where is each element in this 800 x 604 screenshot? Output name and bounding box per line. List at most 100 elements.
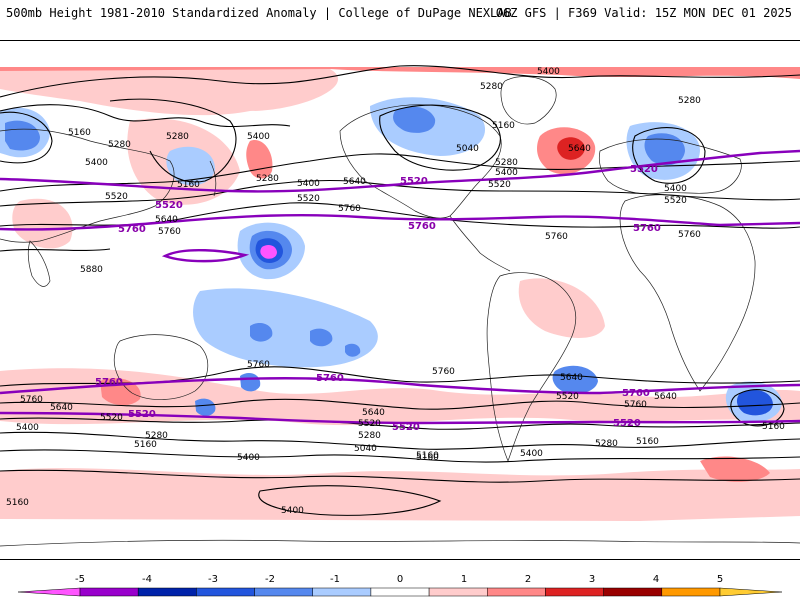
contour-5400-north [0,65,800,98]
contour-label: 5760 [20,395,43,405]
contour-europe-low [632,127,706,184]
colorbar-tick: -5 [75,574,85,585]
contour-label: 5640 [568,144,591,154]
colorbar-segment [719,587,783,597]
contour-label: 5160 [134,440,157,450]
contour-label: 5400 [281,506,304,516]
contour-label: 5160 [492,121,515,131]
contour-south-5040 [258,485,442,516]
contour-label: 5640 [343,177,366,187]
contour-label: 5520 [100,413,123,423]
contour-asia-low [0,111,53,164]
model-run-info: 06Z GFS | F369 Valid: 15Z MON DEC 01 202… [495,6,792,20]
colorbar-tick: 2 [525,574,531,585]
contour-label: 5400 [537,67,560,77]
contour-pacific-trough [109,98,237,183]
colorbar-tick-labels: -5 -4 -3 -2 -1 0 1 2 3 4 5 [75,574,723,585]
anomaly-asia-pink [12,198,73,249]
contour-label: 5280 [145,431,168,441]
contour-label: 5520 [105,192,128,202]
colorbar-segment [254,587,313,597]
anomaly-asia-northwest-blue [5,120,40,151]
contour-label: 5160 [68,128,91,138]
contour-label: 5160 [636,437,659,447]
anomaly-south-indian-blue [736,389,773,416]
anomaly-atlantic-darkred [557,137,585,160]
colorbar-segment [661,587,721,597]
colorbar-segment [603,587,663,597]
thickness-5520-south [0,411,800,425]
contour-5880 [0,248,111,252]
colorbar: -5 -4 -3 -2 -1 0 1 2 3 4 5 [0,568,800,600]
thickness-label: 5520 [613,418,641,429]
contour-label: 5760 [624,400,647,410]
contour-label: 5760 [545,232,568,242]
thickness-label: 5760 [118,224,146,235]
contour-label: 5400 [495,168,518,178]
contour-canada-low [379,104,501,171]
south-america-outline [486,272,577,462]
contour-label: 5760 [158,227,181,237]
contour-label: 5760 [247,360,270,370]
colorbar-tick: 3 [589,574,595,585]
contour-south-5400 [0,431,800,450]
thickness-label: 5760 [622,388,650,399]
anomaly-europe-blue [644,133,685,166]
contour-label: 5760 [338,204,361,214]
thickness-5520-north [0,149,800,193]
anomaly-southamerica-pink [518,278,605,338]
thickness-label: 5760 [316,373,344,384]
contour-label: 5280 [358,431,381,441]
colorbar-segment [79,587,139,597]
colorbar-segment [137,587,197,597]
thickness-5760-south [0,377,800,395]
height-contours [0,65,800,516]
contour-5280-north [0,104,291,128]
contour-labels: 5400 5280 5160 5280 5400 5160 5280 5400 … [6,67,785,516]
australia-outline [113,334,208,400]
japan-outline [209,160,217,197]
anomaly-tropics-light-blue [193,288,378,368]
colorbar-tick: 0 [397,574,403,585]
colorbar-tick: 1 [461,574,467,585]
anomaly-map: 5400 5280 5160 5280 5400 5160 5280 5400 … [0,40,800,560]
continent-outlines [0,76,800,547]
thickness-label: 5760 [408,221,436,232]
anomaly-southern-ocean-pink [0,468,800,521]
contour-label: 5640 [155,215,178,225]
colorbar-tick: 4 [653,574,659,585]
anomaly-south-red-2 [700,456,770,482]
contour-south-indian-low [730,389,785,427]
contour-label: 5280 [480,82,503,92]
thickness-label: 5520 [155,200,183,211]
contour-label: 5760 [432,367,455,377]
greenland-outline [500,76,557,125]
contour-label: 5520 [488,180,511,190]
contour-label: 5520 [664,196,687,206]
negative-anomaly-shading [0,97,782,423]
contour-label: 5160 [416,453,439,463]
contour-label: 5040 [456,144,479,154]
anomaly-tropics-blue-spots [250,322,361,357]
contour-label: 5640 [362,408,385,418]
map-canvas: 5400 5280 5160 5280 5400 5160 5280 5400 … [0,65,800,547]
contour-label: 5400 [237,453,260,463]
contour-south-5160 [0,469,800,483]
contour-label: 5280 [256,174,279,184]
contour-label: 5400 [520,449,543,459]
anomaly-band-north-pink [0,69,339,116]
contour-label: 5400 [664,184,687,194]
colorbar-segment [545,587,604,597]
anomaly-pacific-red-west [246,140,273,179]
thickness-label: 5520 [400,176,428,187]
colorbar-segment [370,587,430,597]
thickness-label: 5520 [630,164,658,175]
contour-label: 5160 [416,451,439,461]
anomaly-siberia-light [166,146,215,186]
anomaly-south-atlantic-blue [552,365,598,394]
thickness-labels: 5520 5760 5520 5760 5520 5760 5760 5520 … [95,164,661,433]
colorbar-tick: -1 [330,574,340,585]
contour-label: 5280 [595,439,618,449]
contour-label: 5400 [85,158,108,168]
contour-label: 5520 [297,194,320,204]
